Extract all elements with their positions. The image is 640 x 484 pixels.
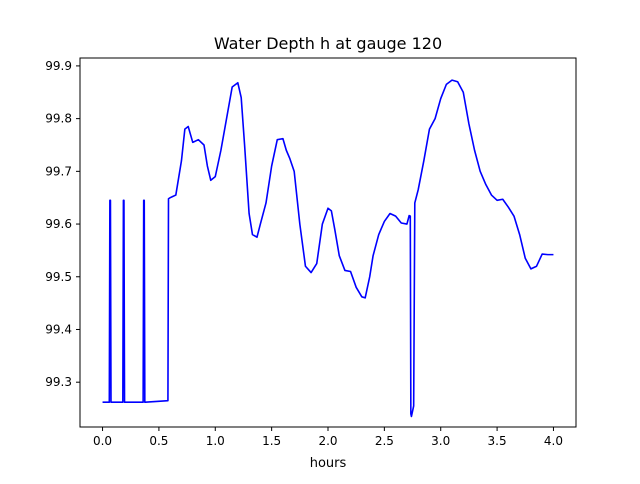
y-axis: 99.3 99.4 99.5 99.6 99.7 99.8 99.9: [45, 59, 80, 389]
y-tick-label: 99.8: [45, 112, 72, 126]
x-tick-label: 1.5: [262, 434, 281, 448]
x-tick-label: 3.0: [431, 434, 450, 448]
x-tick-label: 0.5: [149, 434, 168, 448]
chart-title: Water Depth h at gauge 120: [214, 34, 442, 53]
x-tick-label: 3.5: [488, 434, 507, 448]
x-tick-label: 2.0: [318, 434, 337, 448]
x-tick-label: 4.0: [544, 434, 563, 448]
x-tick-label: 1.0: [206, 434, 225, 448]
y-tick-label: 99.9: [45, 59, 72, 73]
y-tick-label: 99.5: [45, 270, 72, 284]
series-line-water-depth: [102, 79, 554, 418]
y-tick-label: 99.4: [45, 322, 72, 336]
x-tick-label: 0.0: [93, 434, 112, 448]
y-tick-label: 99.3: [45, 375, 72, 389]
x-axis: 0.0 0.5 1.0 1.5 2.0 2.5 3.0 3.5 4.0: [93, 427, 563, 448]
y-tick-label: 99.6: [45, 217, 72, 231]
y-tick-label: 99.7: [45, 164, 72, 178]
x-axis-label: hours: [310, 456, 347, 471]
series-layer: [102, 79, 554, 418]
x-tick-label: 2.5: [375, 434, 394, 448]
